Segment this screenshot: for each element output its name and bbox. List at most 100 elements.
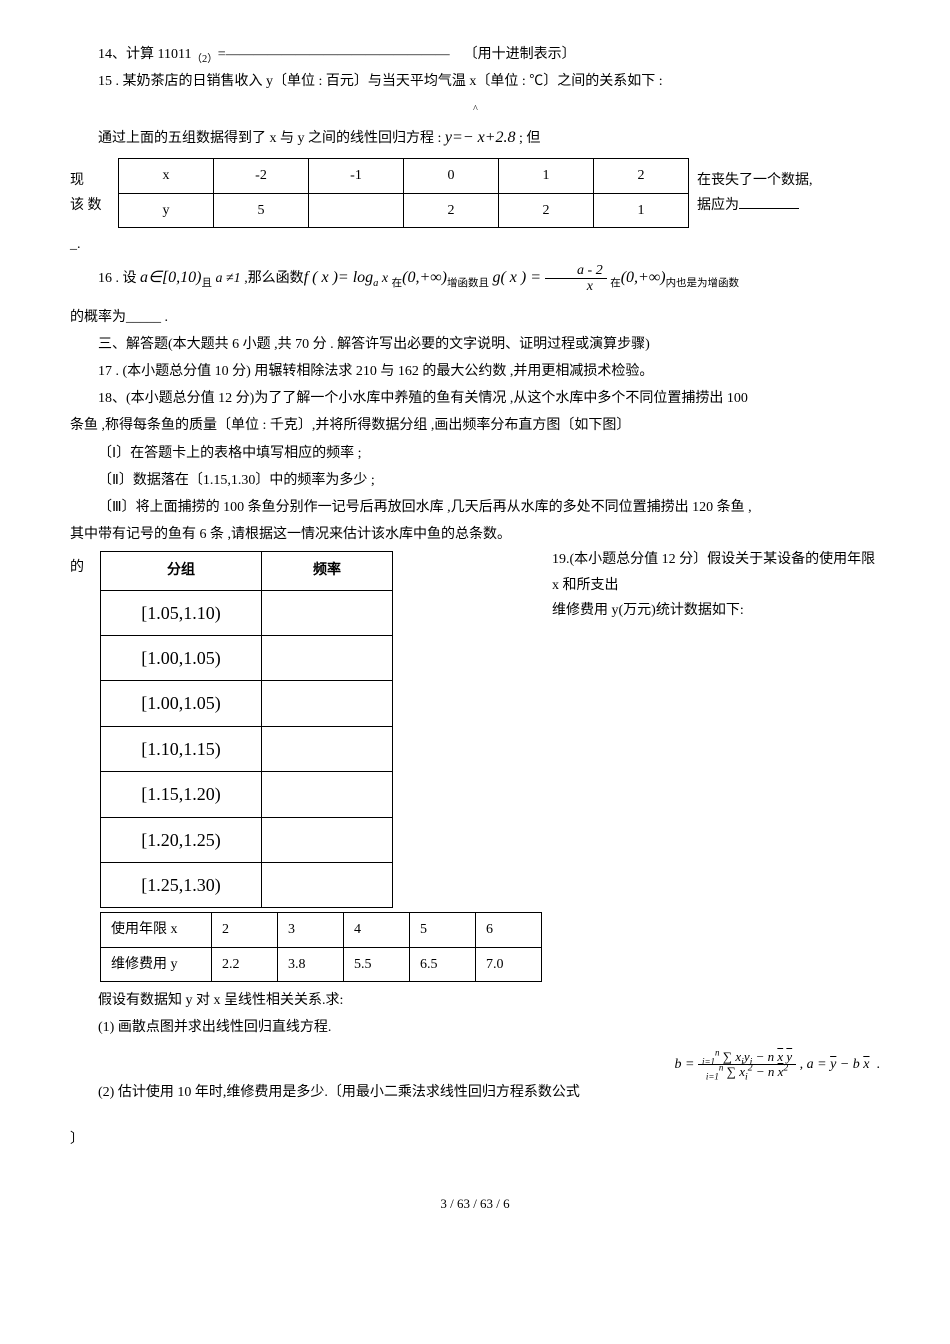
table-cell: 使用年限 x bbox=[101, 913, 212, 947]
q14-label: 14、计算 11011 bbox=[98, 47, 191, 62]
q15-line2-pre: 通过上面的五组数据得到了 x 与 y 之间的线性回归方程 : bbox=[98, 131, 445, 146]
q16-and1: 且 bbox=[202, 278, 213, 289]
q16-range1: (0,+∞) bbox=[402, 269, 447, 286]
freq-table: 分组频率[1.05,1.10)[1.00,1.05)[1.00,1.05)[1.… bbox=[100, 551, 393, 908]
freq-cell bbox=[262, 772, 393, 817]
q18-l2: 条鱼 ,称得每条鱼的质量〔单位 : 千克〕,并将所得数据分组 ,画出频率分布直方… bbox=[70, 413, 880, 438]
table-cell: 0 bbox=[404, 159, 499, 193]
freq-cell bbox=[262, 726, 393, 771]
table-cell: 5 bbox=[214, 193, 309, 227]
table-cell: y bbox=[119, 193, 214, 227]
formula-box: b = i=1n ∑ xiyi − n x y i=1n ∑ xi2 − n x… bbox=[675, 1050, 881, 1080]
q14-dashes: ———————————————— bbox=[226, 47, 450, 62]
interval-cell: [1.00,1.05) bbox=[101, 635, 262, 680]
q19-tables: 分组频率[1.05,1.10)[1.00,1.05)[1.00,1.05)[1.… bbox=[100, 547, 542, 985]
q18-l5: 〔Ⅲ〕将上面捕捞的 100 条鱼分别作一记号后再放回水库 ,几天后再从水库的多处… bbox=[70, 495, 880, 520]
repair-table: 使用年限 x23456维修费用 y2.23.85.56.57.0 bbox=[100, 912, 542, 981]
q16: 16 . 设 a∈[0,10)且 a ≠1 ,那么函数f ( x )= log a… bbox=[70, 263, 880, 295]
interval-cell: [1.00,1.05) bbox=[101, 681, 262, 726]
formula-a: , a = y − b x bbox=[796, 1057, 869, 1072]
q15-line1: 15 . 某奶茶店的日销售收入 y〔单位 : 百元〕与当天平均气温 x〔单位 :… bbox=[70, 69, 880, 94]
table-cell: 1 bbox=[499, 159, 594, 193]
interval-cell: [1.20,1.25) bbox=[101, 817, 262, 862]
q16-gx: g( x ) = bbox=[492, 269, 545, 286]
table-cell bbox=[309, 193, 404, 227]
q19-post2: (1) 画散点图并求出线性回归直线方程. bbox=[70, 1015, 880, 1040]
q16-xarg: x bbox=[378, 271, 391, 286]
q16-ain: a∈[0,10) bbox=[140, 269, 202, 286]
q14-eq: = bbox=[218, 47, 226, 62]
formula-frac: i=1n ∑ xiyi − n x y i=1n ∑ xi2 − n x2 bbox=[698, 1050, 796, 1080]
table-cell: 2 bbox=[594, 159, 689, 193]
q16-at2: 在 bbox=[610, 278, 621, 289]
table-cell: 5 bbox=[410, 913, 476, 947]
q16-tail: 内也是为增函数 bbox=[666, 278, 740, 289]
q15-line2: 通过上面的五组数据得到了 x 与 y 之间的线性回归方程 : y=− x+2.8… bbox=[70, 124, 880, 153]
table-cell: 5.5 bbox=[344, 947, 410, 981]
q15-blank bbox=[739, 194, 799, 209]
table-cell: 2 bbox=[499, 193, 594, 227]
table-cell: 2 bbox=[212, 913, 278, 947]
q19-post1: 假设有数据知 y 对 x 呈线性相关关系.求: bbox=[70, 988, 880, 1013]
interval-cell: [1.10,1.15) bbox=[101, 726, 262, 771]
q16-line2: 的概率为_____ . bbox=[70, 305, 880, 330]
q19-post3: (2) 估计使用 10 年时,维修费用是多少.〔用最小二乘法求线性回归方程系数公… bbox=[70, 1080, 880, 1105]
q15-side-l1: 现 bbox=[70, 168, 110, 193]
q18-l4: 〔Ⅱ〕数据落在〔1.15,1.30〕中的频率为多少 ; bbox=[70, 468, 880, 493]
table-cell: 维修费用 y bbox=[101, 947, 212, 981]
table-cell: 1 bbox=[594, 193, 689, 227]
table-cell: 7.0 bbox=[476, 947, 542, 981]
q15-line2-post: ; 但 bbox=[515, 131, 540, 146]
interval-cell: [1.05,1.10) bbox=[101, 590, 262, 635]
freq-cell bbox=[262, 681, 393, 726]
q16-at: 在 bbox=[392, 278, 403, 289]
freq-cell bbox=[262, 817, 393, 862]
q16-num: a - 2 bbox=[545, 263, 607, 279]
q15-side-r2: 据应为 bbox=[697, 193, 880, 218]
interval-cell: [1.15,1.20) bbox=[101, 772, 262, 817]
table-cell: 2 bbox=[404, 193, 499, 227]
freq-cell bbox=[262, 862, 393, 907]
q16-ane: a ≠1 bbox=[216, 271, 241, 286]
q16-frac: a - 2x bbox=[545, 263, 607, 295]
q16-fx: f ( x )= log bbox=[304, 269, 373, 286]
q16-pre: 16 . 设 bbox=[98, 271, 137, 286]
q14-sub: （2） bbox=[191, 54, 217, 65]
q19-post4: 〕 bbox=[70, 1127, 880, 1152]
q18-l1: 18、(本小题总分值 12 分)为了了解一个小水库中养殖的鱼有关情况 ,从这个水… bbox=[70, 386, 880, 411]
freq-cell bbox=[262, 590, 393, 635]
q16-range2: (0,+∞) bbox=[621, 269, 666, 286]
q15-side-l3: _. bbox=[70, 232, 880, 257]
q19-wrap: 的 分组频率[1.05,1.10)[1.00,1.05)[1.00,1.05)[… bbox=[70, 547, 880, 985]
table-cell: -1 bbox=[309, 159, 404, 193]
freq-header: 分组 bbox=[101, 552, 262, 590]
q17: 17 . (本小题总分值 10 分) 用辗转相除法求 210 与 162 的最大… bbox=[70, 359, 880, 384]
table-cell: 6 bbox=[476, 913, 542, 947]
q19-text: 19.(本小题总分值 12 分〕假设关于某设备的使用年限 x 和所支出 维修费用… bbox=[552, 547, 880, 623]
q15-left-label: 现 该 数 bbox=[70, 168, 110, 218]
table-cell: 3 bbox=[278, 913, 344, 947]
q15-side-r1: 在丧失了一个数据, bbox=[697, 168, 880, 193]
table-cell: x bbox=[119, 159, 214, 193]
q19-line1: 19.(本小题总分值 12 分〕假设关于某设备的使用年限 x 和所支出 bbox=[552, 547, 880, 597]
q19-line2: 维修费用 y(万元)统计数据如下: bbox=[552, 598, 880, 623]
q18-l3: 〔Ⅰ〕在答题卡上的表格中填写相应的频率 ; bbox=[70, 441, 880, 466]
q15-table: x-2-1012y5221 bbox=[118, 158, 689, 227]
interval-cell: [1.25,1.30) bbox=[101, 862, 262, 907]
q15-eq: y=− x+2.8 bbox=[445, 129, 516, 146]
table-cell: 6.5 bbox=[410, 947, 476, 981]
table-cell: 2.2 bbox=[212, 947, 278, 981]
q15-hat: ^ bbox=[70, 96, 880, 121]
table-cell: -2 bbox=[214, 159, 309, 193]
freq-header: 频率 bbox=[262, 552, 393, 590]
q15-table-row: 现 该 数 x-2-1012y5221 在丧失了一个数据, 据应为 bbox=[70, 154, 880, 231]
q18-l6: 其中带有记号的鱼有 6 条 ,请根据这一情况来估计该水库中鱼的总条数。 bbox=[70, 522, 880, 547]
q19-de: 的 bbox=[70, 547, 90, 580]
q14-note: 〔用十进制表示〕 bbox=[464, 47, 576, 62]
q16-mid1: ,那么函数 bbox=[244, 271, 304, 286]
page-footer: 3 / 63 / 63 / 6 bbox=[70, 1192, 880, 1215]
table-cell: 4 bbox=[344, 913, 410, 947]
q14: 14、计算 11011（2）=———————————————— 〔用十进制表示〕 bbox=[70, 42, 880, 67]
section3: 三、解答题(本大题共 6 小题 ,共 70 分 . 解答许写出必要的文字说明、证… bbox=[70, 332, 880, 357]
q16-mid2: 增函数且 bbox=[447, 278, 489, 289]
